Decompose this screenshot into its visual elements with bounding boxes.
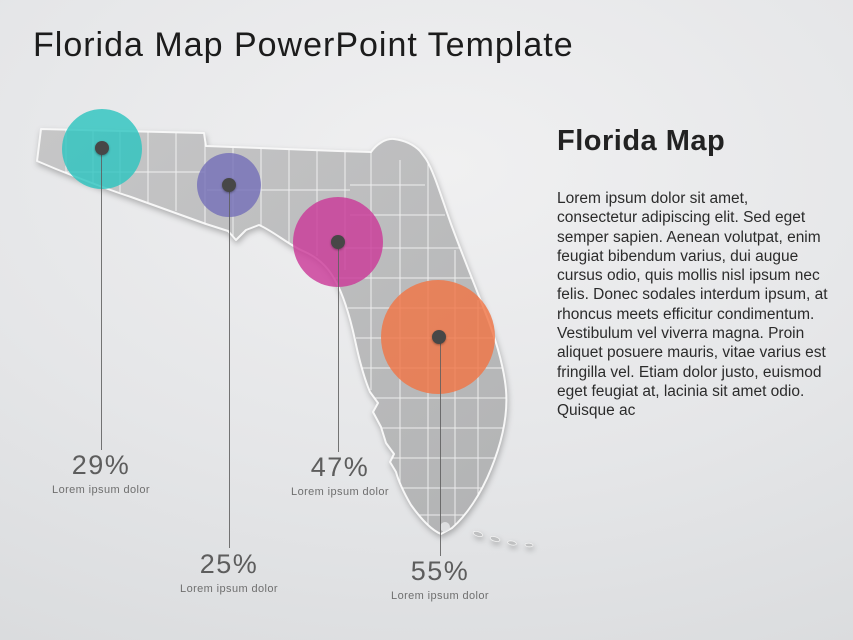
marker-2-label: Lorem ipsum dolor [180,583,278,595]
marker-3-value: 47% [310,452,370,482]
marker-1-value: 29% [71,450,131,480]
slide-title: Florida Map PowerPoint Template [33,26,574,64]
marker-3-stem [337,248,339,452]
marker-4-value: 55% [410,556,470,586]
marker-3-label: Lorem ipsum dolor [291,486,389,498]
marker-4-pin-dot [432,330,446,344]
marker-4-label: Lorem ipsum dolor [391,590,489,602]
marker-2-stem [228,191,230,548]
marker-4-stem [439,343,441,556]
marker-1-stem [101,154,103,450]
marker-2-callout: 25% Lorem ipsum dolor [144,549,314,596]
marker-2-value: 25% [199,549,259,579]
info-panel: Florida Map Lorem ipsum dolor sit amet, … [557,124,829,421]
info-heading: Florida Map [557,125,726,157]
marker-1-label: Lorem ipsum dolor [52,484,150,496]
marker-3-callout: 47% Lorem ipsum dolor [255,452,425,499]
marker-2-pin-dot [222,178,236,192]
marker-4-callout: 55% Lorem ipsum dolor [355,556,525,603]
whitewater-bay [440,522,450,532]
florida-keys-islands [472,530,534,548]
marker-1-callout: 29% Lorem ipsum dolor [16,450,186,497]
marker-3-pin-dot [331,235,345,249]
marker-1-pin-dot [95,141,109,155]
info-body-text: Lorem ipsum dolor sit amet, consectetur … [557,190,828,420]
